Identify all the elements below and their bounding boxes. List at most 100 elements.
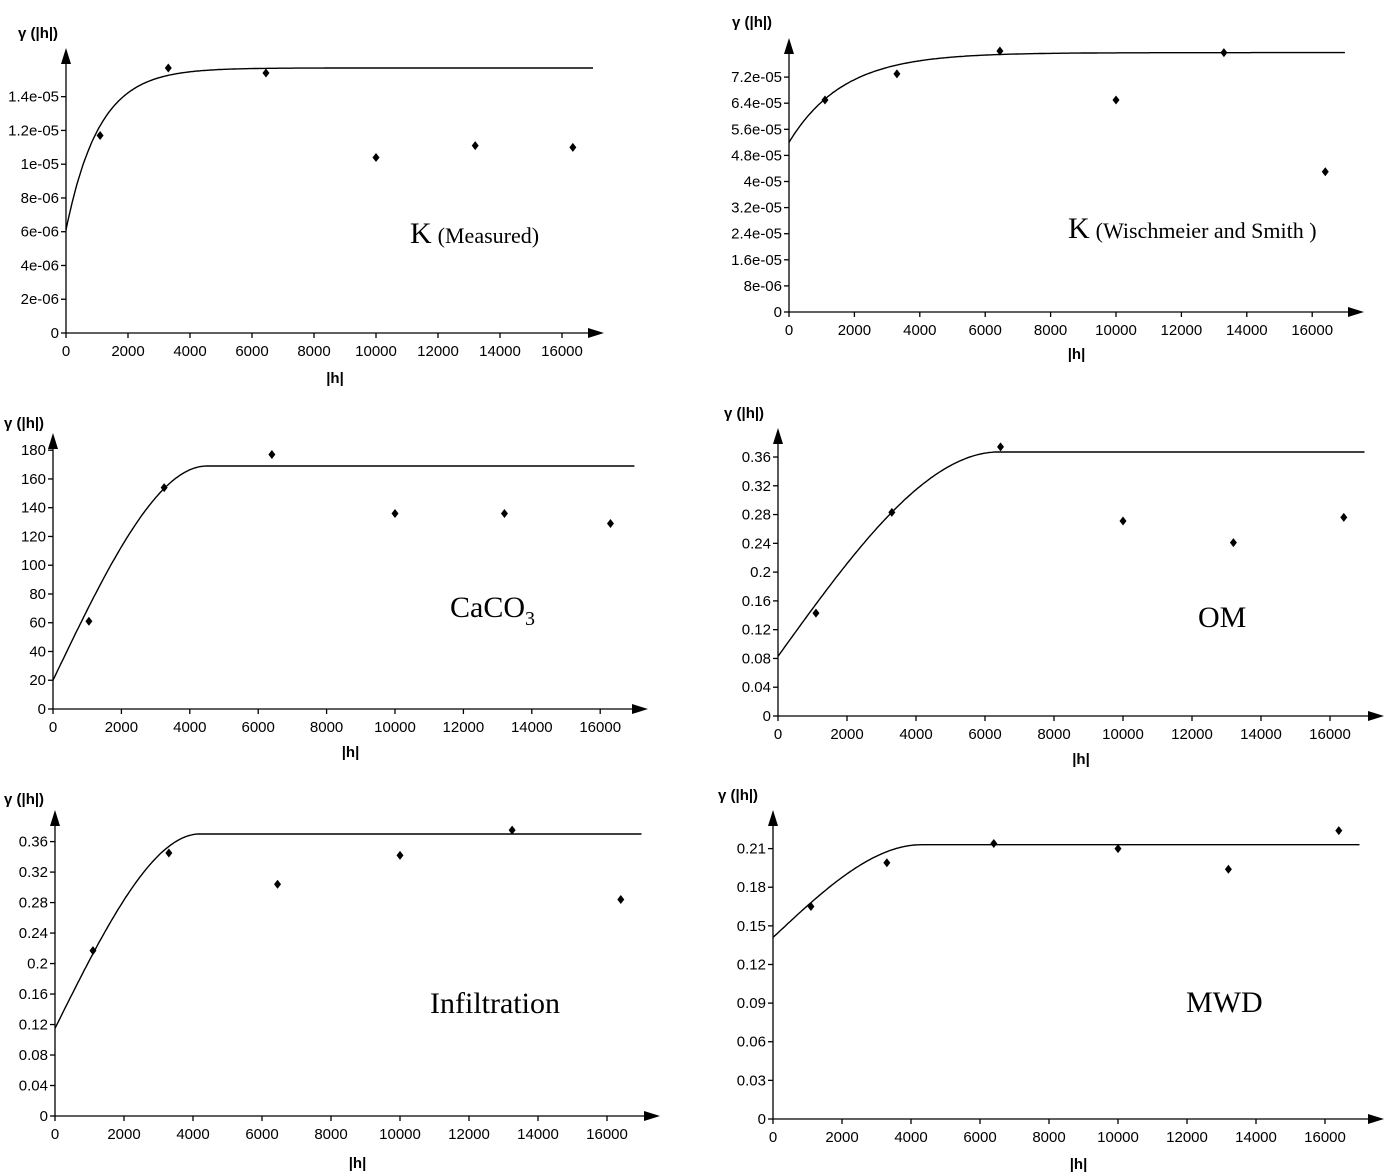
y-tick-label: 0.18 xyxy=(737,879,766,896)
x-axis-arrow xyxy=(1368,1114,1384,1124)
y-tick-label: 140 xyxy=(21,500,46,517)
x-tick-label: 2000 xyxy=(825,1129,858,1146)
y-tick-label: 0.12 xyxy=(737,956,766,973)
data-point xyxy=(268,450,276,460)
y-tick-label: 0.09 xyxy=(737,995,766,1012)
x-tick-label: 0 xyxy=(62,343,70,360)
model-curve xyxy=(65,67,593,231)
data-point xyxy=(990,838,998,848)
y-tick-label: 0.04 xyxy=(742,679,771,696)
x-axis-label: |h| xyxy=(1070,1156,1088,1173)
chart-panel: 0 2000 4000 6000 8000 10000 12000 14000 16000 0 0.… xyxy=(724,405,1384,768)
data-point xyxy=(1321,167,1329,177)
x-axis-arrow xyxy=(632,704,648,714)
y-tick-label: 5.6e-05 xyxy=(731,121,782,138)
y-tick-label: 0 xyxy=(40,1108,48,1125)
y-tick-label: 0.2 xyxy=(27,956,48,973)
x-axis-arrow xyxy=(1348,307,1364,317)
y-tick-label: 180 xyxy=(21,442,46,459)
data-point xyxy=(821,95,829,105)
data-point xyxy=(1119,516,1127,526)
y-tick-label: 0.08 xyxy=(19,1047,48,1064)
y-axis-label: γ (|h|) xyxy=(732,14,772,31)
x-tick-label: 10000 xyxy=(1097,1129,1139,1146)
data-point xyxy=(1335,826,1343,836)
y-tick-label: 0.32 xyxy=(742,478,771,495)
y-tick-label: 0 xyxy=(758,1111,766,1128)
x-tick-label: 6000 xyxy=(963,1129,996,1146)
y-axis-arrow xyxy=(48,433,58,449)
y-tick-label: 80 xyxy=(29,586,46,603)
x-tick-label: 0 xyxy=(785,322,793,339)
y-tick-label: 0 xyxy=(763,708,771,725)
x-tick-label: 12000 xyxy=(1171,726,1213,743)
data-point xyxy=(1340,512,1348,522)
chart-panel: 0 2000 4000 6000 8000 10000 12000 14000 16000 0 20… xyxy=(4,415,648,761)
data-point xyxy=(617,895,625,905)
y-tick-label: 4.8e-05 xyxy=(731,147,782,164)
x-tick-label: 8000 xyxy=(1032,1129,1065,1146)
data-point xyxy=(471,141,479,151)
y-tick-label: 0.15 xyxy=(737,918,766,935)
y-tick-label: 1.4e-05 xyxy=(8,89,59,106)
x-tick-label: 0 xyxy=(769,1129,777,1146)
y-tick-label: 0.28 xyxy=(742,507,771,524)
x-tick-label: 6000 xyxy=(968,726,1001,743)
data-point xyxy=(1229,538,1237,548)
x-tick-label: 14000 xyxy=(479,343,521,360)
data-point xyxy=(164,63,172,73)
x-tick-label: 2000 xyxy=(105,719,138,736)
y-tick-label: 40 xyxy=(29,643,46,660)
x-tick-label: 12000 xyxy=(1161,322,1203,339)
y-tick-label: 0.12 xyxy=(742,622,771,639)
y-tick-label: 1e-05 xyxy=(21,156,59,173)
y-tick-label: 6e-06 xyxy=(21,224,59,241)
y-tick-label: 0.36 xyxy=(19,834,48,851)
x-axis-label: |h| xyxy=(1068,346,1086,363)
y-tick-label: 0.36 xyxy=(742,449,771,466)
y-tick-label: 160 xyxy=(21,471,46,488)
y-tick-label: 0.21 xyxy=(737,841,766,858)
data-point xyxy=(888,507,896,517)
x-tick-label: 2000 xyxy=(111,343,144,360)
y-tick-label: 100 xyxy=(21,557,46,574)
x-tick-label: 14000 xyxy=(1240,726,1282,743)
y-tick-label: 20 xyxy=(29,672,46,689)
x-tick-label: 6000 xyxy=(242,719,275,736)
y-axis-arrow xyxy=(61,48,71,64)
data-point xyxy=(807,902,815,912)
data-point xyxy=(160,483,168,493)
x-tick-label: 8000 xyxy=(297,343,330,360)
x-tick-label: 4000 xyxy=(173,343,206,360)
x-tick-label: 0 xyxy=(51,1126,59,1143)
y-tick-label: 4e-06 xyxy=(21,257,59,274)
chart-panel: 0 2000 4000 6000 8000 10000 12000 14000 16000 0 2e… xyxy=(8,25,604,387)
model-curve xyxy=(52,465,635,681)
x-tick-label: 2000 xyxy=(107,1126,140,1143)
x-tick-label: 10000 xyxy=(355,343,397,360)
x-tick-label: 4000 xyxy=(176,1126,209,1143)
data-point xyxy=(1114,844,1122,854)
data-point xyxy=(96,131,104,141)
data-point xyxy=(1224,864,1232,874)
x-tick-label: 2000 xyxy=(838,322,871,339)
y-axis-arrow xyxy=(784,38,794,54)
y-tick-label: 0.32 xyxy=(19,864,48,881)
x-tick-label: 16000 xyxy=(579,719,621,736)
data-point xyxy=(1112,95,1120,105)
x-axis-label: |h| xyxy=(1072,751,1090,768)
chart-panel: 0 2000 4000 6000 8000 10000 12000 14000 16000 0 0.… xyxy=(718,787,1384,1173)
x-tick-label: 10000 xyxy=(1095,322,1137,339)
y-tick-label: 0.24 xyxy=(742,535,771,552)
data-point xyxy=(274,879,282,889)
y-tick-label: 0 xyxy=(774,304,782,321)
x-tick-label: 16000 xyxy=(541,343,583,360)
data-point xyxy=(500,508,508,518)
y-axis-label: γ (|h|) xyxy=(718,787,758,804)
x-tick-label: 6000 xyxy=(969,322,1002,339)
y-tick-label: 1.6e-05 xyxy=(731,252,782,269)
y-axis-arrow xyxy=(768,810,778,826)
y-tick-label: 60 xyxy=(29,615,46,632)
x-tick-label: 10000 xyxy=(379,1126,421,1143)
